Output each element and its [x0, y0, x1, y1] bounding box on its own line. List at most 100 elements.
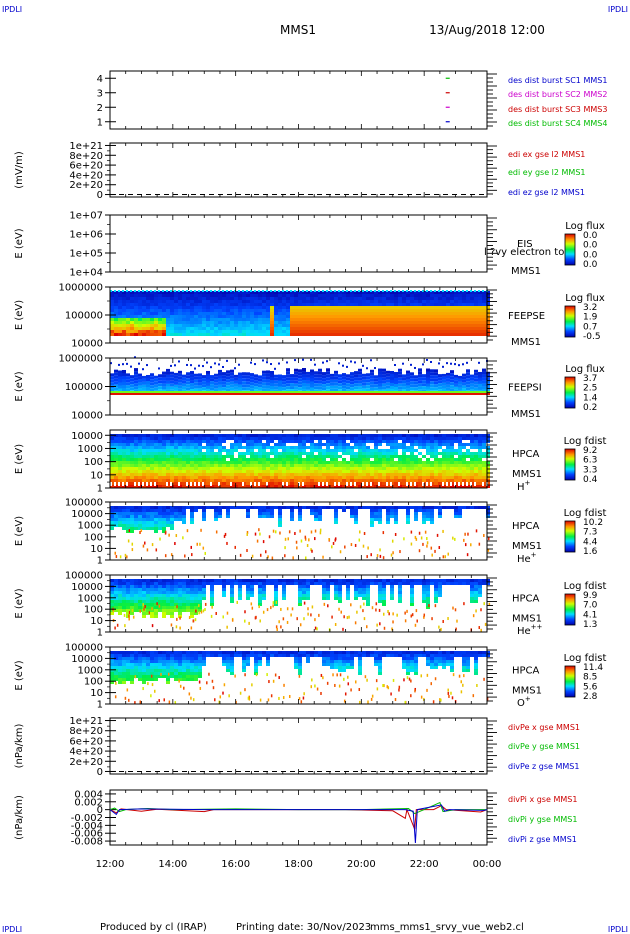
panel-feepsi: 1000000 100000 10000 E (eV) Log flux3.72.51.… [14, 354, 605, 422]
y-tick-label: -0.006 [71, 829, 103, 840]
legend-entry: des dist burst SC3 MMS3 [508, 105, 607, 114]
y-tick-label: 1e+07 [69, 211, 103, 222]
colorbar-tick-label: 9.2 [583, 446, 597, 456]
colorbar-tick-label: 2.8 [583, 692, 598, 702]
y-tick-label: 10000 [71, 582, 103, 593]
y-tick-label: 0.002 [74, 797, 103, 808]
colorbar-tick-label: 0.7 [583, 322, 597, 332]
datetime-title: 13/Aug/2018 12:00 [429, 23, 545, 37]
colorbar-tick-label: 6.3 [583, 456, 597, 466]
x-tick-label: 22:00 [410, 859, 439, 870]
instrument-label: FEEPSI [508, 383, 542, 394]
y-tick-label: 10000 [71, 654, 103, 665]
colorbar-tick-label: 7.0 [583, 601, 598, 611]
y-tick-label: 10 [90, 616, 103, 627]
colorbar-tick-label: 0.0 [583, 231, 598, 241]
y-tick-label: 100 [84, 605, 103, 616]
y-tick-label: 1000 [78, 444, 103, 455]
colorbar-tick-label: -0.5 [583, 332, 601, 342]
x-tick-label: 18:00 [284, 859, 313, 870]
species-charge: + [531, 551, 537, 559]
instrument-label: EIS [517, 239, 533, 250]
y-tick-label: 3 [97, 88, 103, 99]
spacecraft-label: MMS1 [512, 686, 542, 697]
x-tick-label: 00:00 [473, 859, 502, 870]
colorbar-tick-label: 0.4 [583, 475, 598, 485]
species-charge: + [525, 695, 531, 703]
spacecraft-title: MMS1 [280, 23, 316, 37]
panel-hpca_h: 10000 1000 100 10 1 E (eV) Log fdist9.26.33.30… [14, 429, 606, 495]
spacecraft-label: MMS1 [512, 541, 542, 552]
species-label: H+ [517, 479, 531, 493]
y-tick-label: 100000 [65, 643, 103, 654]
panel-frame [109, 70, 488, 130]
species-label: He++ [517, 623, 543, 637]
y-tick-label: 1 [97, 700, 103, 711]
y-tick-label: 4 [97, 74, 103, 85]
y-axis-label: E (eV) [14, 516, 25, 546]
spacecraft-label: MMS1 [511, 266, 541, 277]
species-label: He+ [517, 551, 537, 565]
instrument-label: HPCA [512, 449, 540, 460]
y-tick-label: 1 [97, 556, 103, 567]
colorbar-tick-label: 1.6 [583, 547, 598, 557]
y-tick-label: 6e+20 [69, 736, 103, 747]
y-tick-label: 100 [84, 532, 103, 543]
legend-entry: divPi x gse MMS1 [508, 795, 577, 804]
spacecraft-label: MMS1 [511, 337, 541, 348]
y-tick-label: 100000 [65, 382, 103, 393]
instrument-label: FEEPSE [508, 311, 545, 322]
colorbar-tick-label: 7.3 [583, 528, 597, 538]
y-axis-label: (nPa/km) [14, 795, 25, 840]
colorbar-label: Log flux [565, 221, 605, 232]
x-tick-label: 12:00 [96, 859, 125, 870]
corner-label-top-left: IPDLI [2, 5, 22, 14]
colorbar-label: Log fdist [564, 581, 607, 592]
legend-entry: edi ex gse l2 MMS1 [508, 150, 585, 159]
colorbar-label: Log flux [565, 293, 605, 304]
time-axis: 12:00 14:00 16:00 18:00 20:00 22:00 00:00 [96, 859, 502, 870]
legend-entry: divPi y gse MMS1 [508, 815, 577, 824]
spacecraft-label: MMS1 [512, 469, 542, 480]
y-tick-label: 10000 [71, 431, 103, 442]
colorbar-tick-label: 1.4 [583, 393, 598, 403]
y-tick-label: 2e+20 [69, 757, 103, 768]
footer-produced-by: Produced by cl (IRAP) [100, 922, 207, 933]
y-tick-label: 1000000 [58, 354, 103, 365]
y-tick-label: 1000 [78, 593, 103, 604]
legend-entry: divPe y gse MMS1 [508, 742, 580, 751]
y-tick-label: 0 [97, 767, 103, 778]
y-tick-label: -0.004 [71, 821, 103, 832]
colorbar-tick-label: 4.4 [583, 537, 598, 547]
y-axis-label: (nPa/km) [14, 724, 25, 769]
y-tick-label: 10 [90, 470, 103, 481]
colorbar [564, 448, 576, 481]
colorbar-tick-label: 1.9 [583, 313, 598, 323]
colorbar-tick-label: 0.0 [583, 241, 598, 251]
y-axis-label: E (eV) [14, 660, 25, 690]
footer-printing-date: Printing date: 30/Nov/2023 [236, 922, 371, 933]
y-tick-label: 1000000 [58, 283, 103, 294]
panel-feepse: 1000000 100000 10000 E (eV) Log flux3.21.90.… [14, 283, 605, 350]
panel-frame [109, 142, 488, 198]
x-tick-label: 20:00 [347, 859, 376, 870]
species-charge: ++ [531, 623, 543, 631]
y-tick-label: 10 [90, 688, 103, 699]
corner-label-bottom-left: IPDLI [2, 925, 22, 934]
panel-frame [109, 717, 488, 775]
y-tick-label: 0 [97, 190, 103, 201]
colorbar-tick-label: 10.2 [583, 518, 603, 528]
y-tick-label: 100000 [65, 571, 103, 582]
colorbar-label: Log flux [565, 364, 605, 375]
colorbar-tick-label: 1.3 [583, 620, 597, 630]
colorbar [564, 520, 576, 553]
corner-label-bottom-right: IPDLI [608, 925, 628, 934]
y-axis-label: E (eV) [14, 444, 25, 474]
colorbar-tick-label: 4.1 [583, 610, 597, 620]
species-symbol: He [517, 626, 531, 637]
colorbar-tick-label: 2.5 [583, 384, 597, 394]
footer-file-name: mms_mms1_srvy_vue_web2.cl [370, 922, 524, 933]
y-axis-label: E (eV) [14, 588, 25, 618]
y-tick-label: 10000 [71, 339, 103, 350]
